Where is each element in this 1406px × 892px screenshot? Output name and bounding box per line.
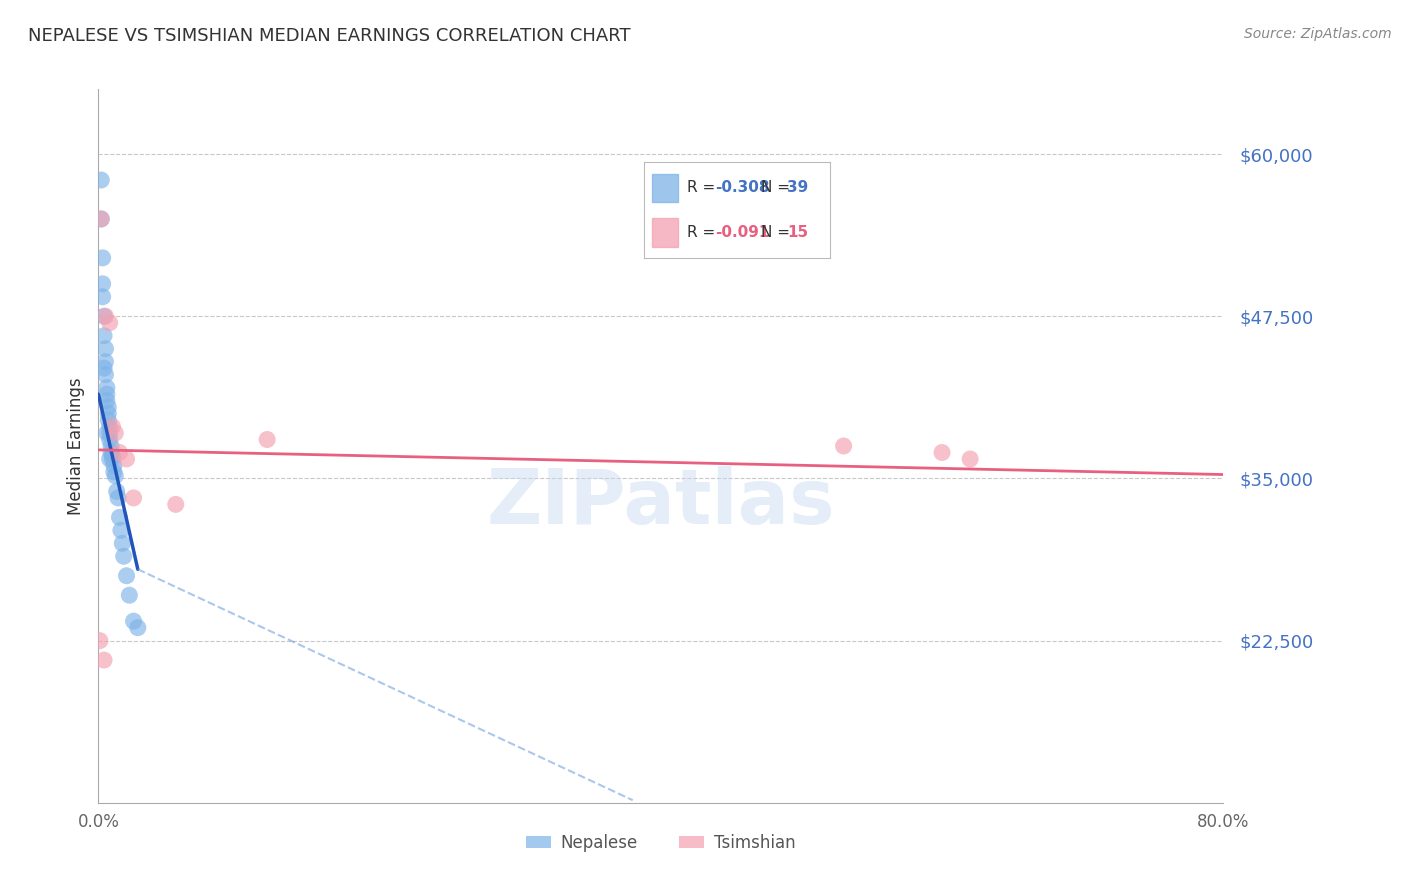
Point [104,468,127,483]
Point [112,549,135,564]
Point [90,211,112,226]
Point [98,433,121,447]
Text: -0.308: -0.308 [714,180,769,195]
Y-axis label: Median Earnings: Median Earnings [66,377,84,515]
Point [127,621,149,635]
Point [118,588,141,602]
Point [94,368,117,382]
Point [115,452,138,467]
Text: R =: R = [688,180,720,195]
Point [100,439,122,453]
Bar [652,174,678,202]
Point [105,484,128,499]
Point [91,251,114,265]
Point [103,465,125,479]
Text: Source: ZipAtlas.com: Source: ZipAtlas.com [1244,27,1392,41]
Point [96,387,118,401]
Point [100,445,122,459]
Point [832,439,855,453]
Point [98,452,121,467]
Point [115,568,138,582]
Text: 15: 15 [787,225,808,240]
Point [93,361,115,376]
Point [122,614,145,628]
Point [94,342,117,356]
Point [165,497,187,511]
Text: NEPALESE VS TSIMSHIAN MEDIAN EARNINGS CORRELATION CHART: NEPALESE VS TSIMSHIAN MEDIAN EARNINGS CO… [28,27,631,45]
Point [94,354,117,368]
Point [103,458,125,473]
Point [108,510,131,524]
Point [96,425,118,440]
Point [90,173,112,187]
Point [93,328,115,343]
Point [101,419,124,434]
Point [122,491,145,505]
Bar [652,218,678,246]
Text: -0.091: -0.091 [714,225,769,240]
Legend: Nepalese, Tsimshian: Nepalese, Tsimshian [519,828,803,859]
Point [98,316,121,330]
Point [91,277,114,291]
Point [97,400,120,414]
Point [98,419,121,434]
Text: R =: R = [688,225,720,240]
Point [98,425,121,440]
Point [94,310,117,324]
Point [97,413,120,427]
Point [256,433,278,447]
Point [931,445,953,459]
Point [93,653,115,667]
Text: 39: 39 [787,180,808,195]
Text: N =: N = [761,180,794,195]
Point [91,290,114,304]
Point [97,407,120,421]
Point [101,448,124,462]
Point [90,211,112,226]
Text: ZIPatlas: ZIPatlas [486,467,835,540]
Point [96,381,118,395]
Point [104,425,127,440]
Point [110,524,132,538]
Point [101,452,124,467]
Point [111,536,134,550]
Point [96,393,118,408]
Text: N =: N = [761,225,794,240]
Point [107,491,129,505]
Point [89,633,111,648]
Point [108,445,131,459]
Point [959,452,981,467]
Point [93,310,115,324]
